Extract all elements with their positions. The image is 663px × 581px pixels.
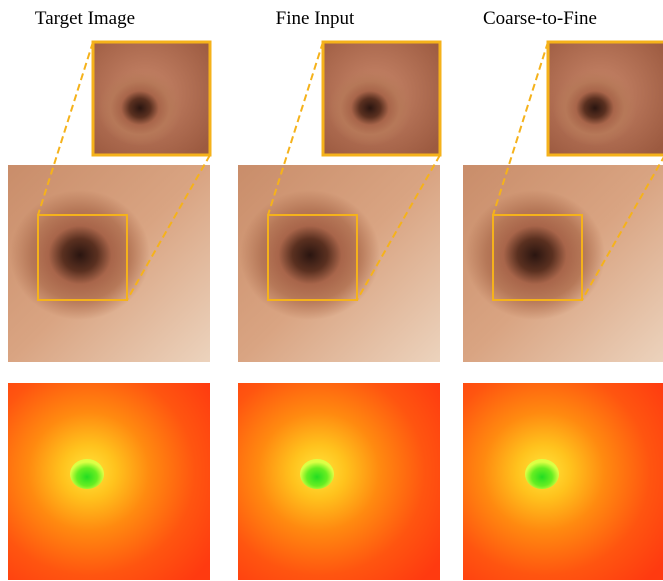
column-title: Target Image [35, 8, 135, 29]
column-title: Coarse-to-Fine [483, 8, 597, 29]
column-title: Fine Input [276, 8, 355, 29]
figure: Target Image Fine Input Coarse-to-Fine [0, 0, 663, 581]
column: Target Image [8, 8, 210, 580]
column: Coarse-to-Fine [463, 8, 663, 580]
page: Target Image Fine Input Coarse-to-Fine (… [0, 0, 663, 581]
column: Fine Input [238, 8, 440, 580]
